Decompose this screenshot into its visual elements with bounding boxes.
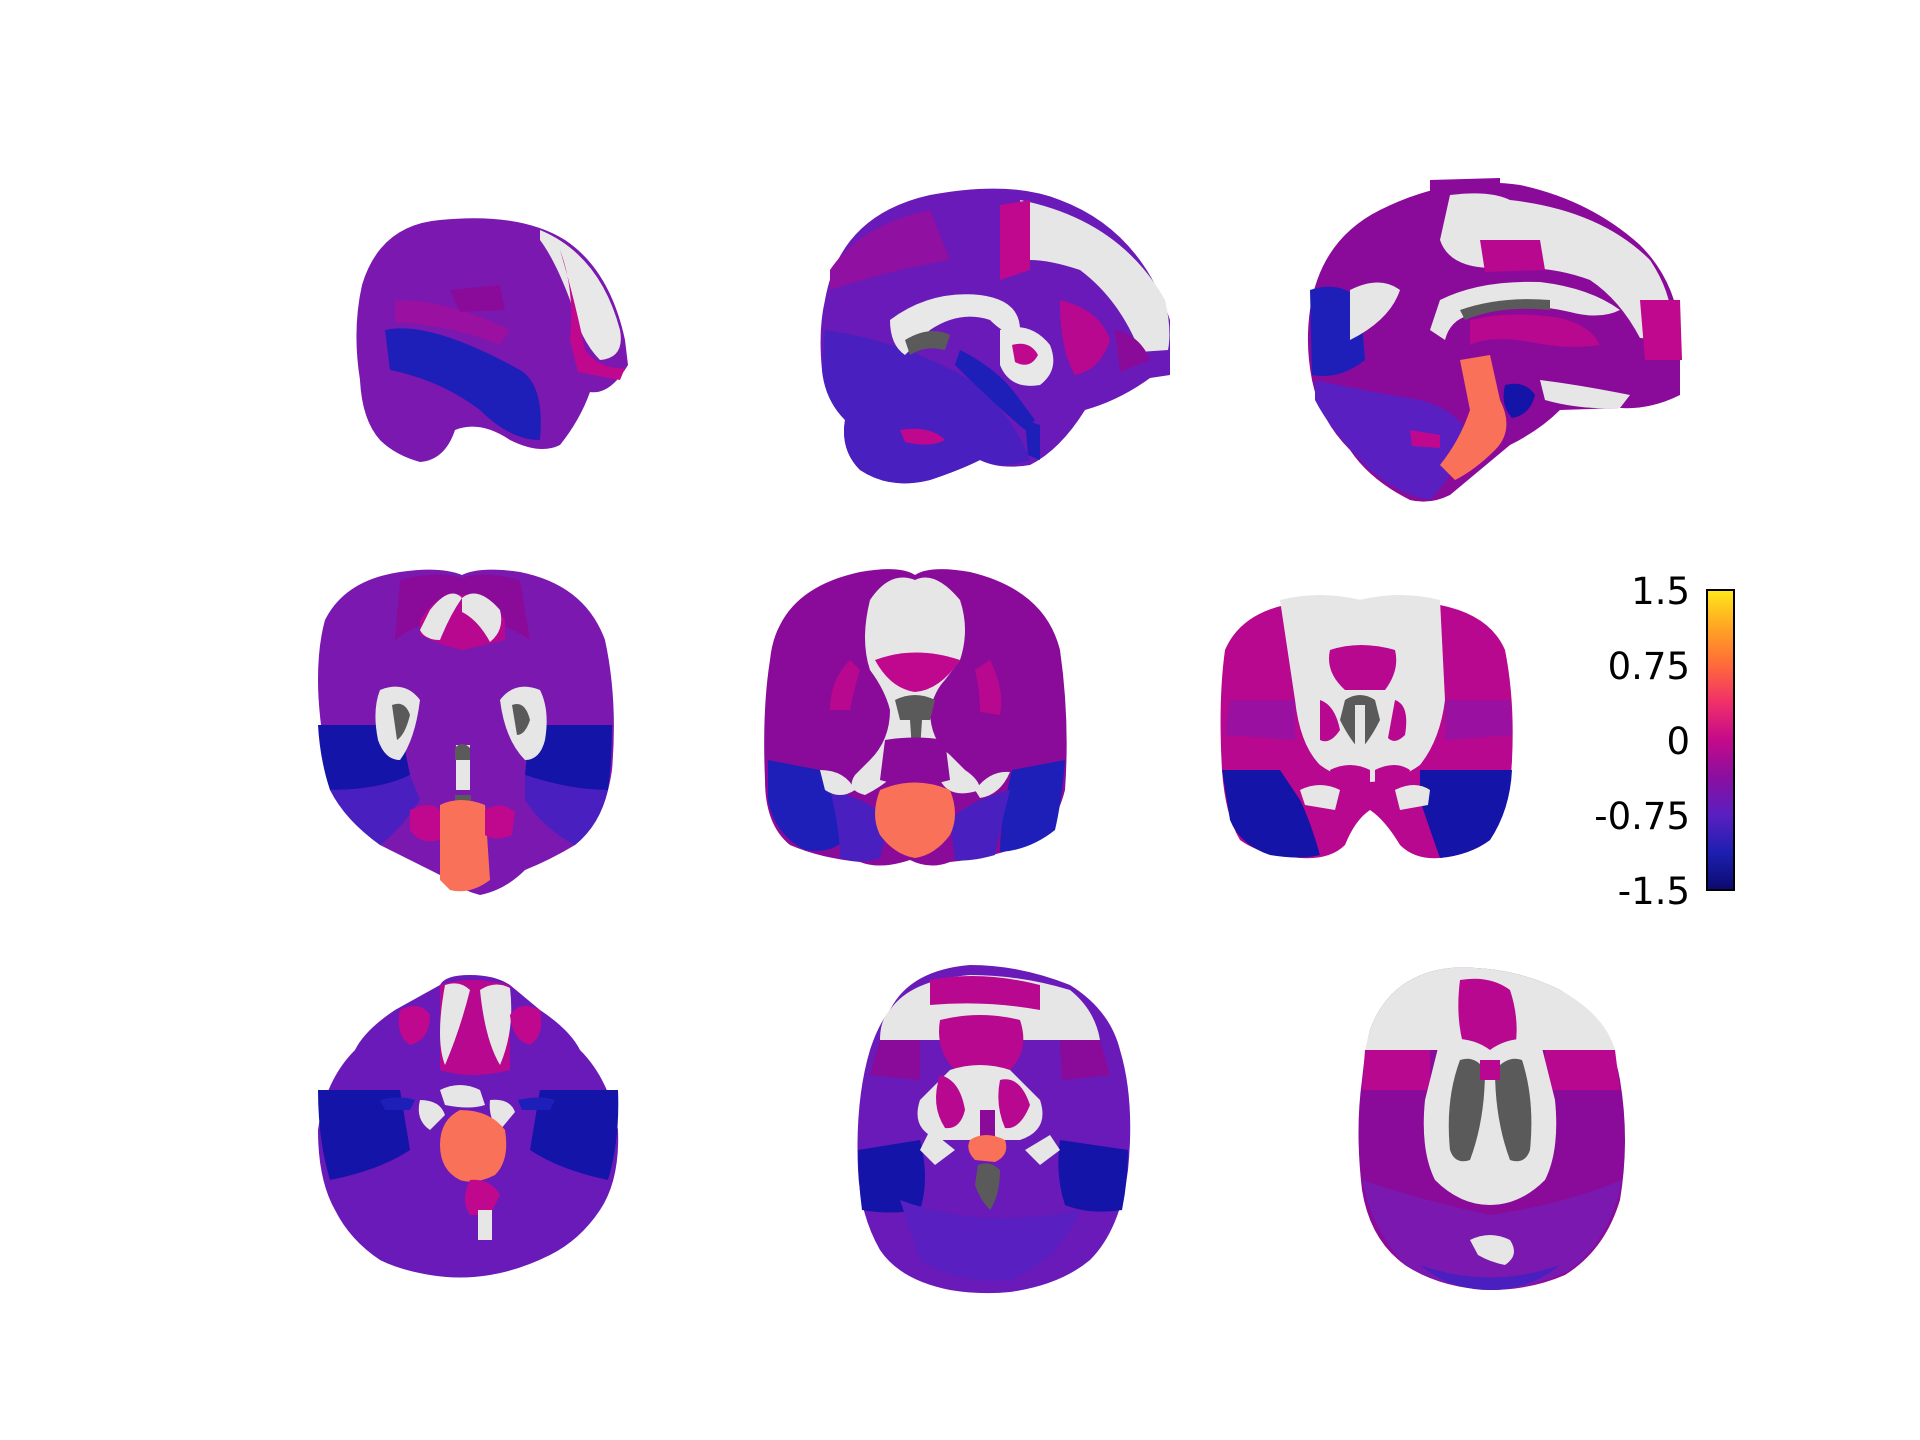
sagittal-slice-lateral bbox=[356, 218, 628, 462]
coronal-slice-posterior bbox=[318, 569, 614, 895]
coronal-slice-middle bbox=[764, 569, 1067, 866]
colorbar-tick-zero: 0 bbox=[1666, 720, 1690, 763]
axial-slice-superior bbox=[1358, 967, 1625, 1290]
colorbar-gradient bbox=[1706, 589, 1735, 891]
axial-slice-inferior bbox=[318, 975, 619, 1278]
sagittal-slice-medial bbox=[1307, 178, 1682, 502]
sagittal-slice-intermediate bbox=[820, 188, 1170, 484]
colorbar-tick-low: -0.75 bbox=[1594, 795, 1690, 838]
axial-slice-middle bbox=[857, 965, 1131, 1294]
colorbar-tick-min: -1.5 bbox=[1618, 870, 1690, 913]
colorbar: 1.5 0.75 0 -0.75 -1.5 bbox=[1594, 570, 1735, 913]
colorbar-tick-high: 0.75 bbox=[1608, 645, 1690, 688]
colorbar-tick-max: 1.5 bbox=[1631, 570, 1690, 613]
coronal-slice-anterior bbox=[1220, 595, 1513, 859]
